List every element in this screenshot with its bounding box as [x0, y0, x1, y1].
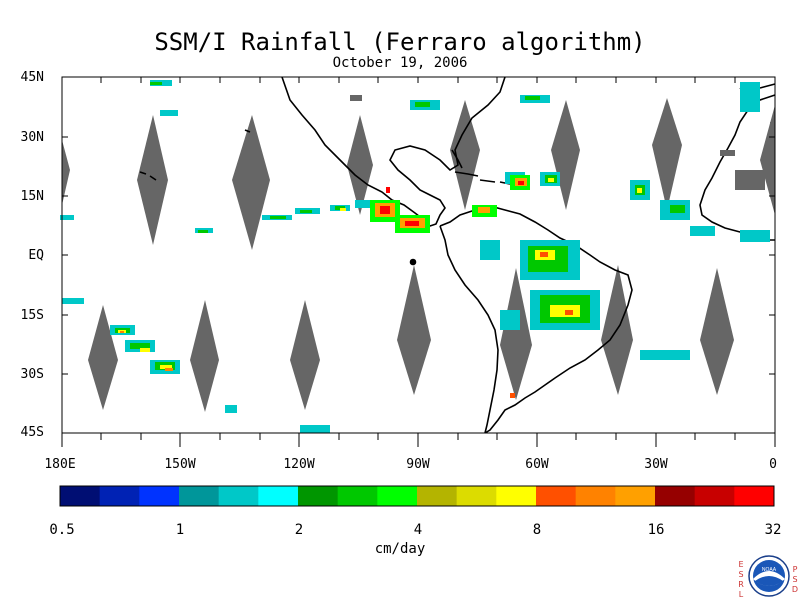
colorbar-swatch [337, 486, 378, 506]
colorbar-swatch [536, 486, 577, 506]
colorbar-swatch [655, 486, 696, 506]
chart-date: October 19, 2006 [332, 55, 468, 71]
data-gap-swaths [62, 98, 775, 412]
lat-label-45s: 45S [20, 425, 44, 440]
lat-label-30n: 30N [20, 130, 44, 145]
lon-label-180e: 180E [44, 457, 76, 472]
colorbar-units: cm/day [374, 541, 426, 557]
colorbar-swatch [99, 486, 140, 506]
colorbar-swatch [734, 486, 775, 506]
colorbar-label-8: 8 [532, 522, 542, 538]
colorbar-swatch [298, 486, 339, 506]
noaa-logo-text: NOAA [762, 567, 777, 573]
colorbar-swatch [496, 486, 537, 506]
coastlines [139, 76, 776, 434]
lon-label-150w: 150W [164, 457, 196, 472]
rain-cells [60, 80, 770, 433]
colorbar-swatch [694, 486, 735, 506]
colorbar-label-2: 2 [294, 522, 304, 538]
colorbar-swatch [60, 486, 101, 506]
colorbar-swatch [258, 486, 299, 506]
colorbar-swatch [456, 486, 497, 506]
colorbar-swatch [218, 486, 259, 506]
lat-label-30s: 30S [20, 367, 44, 382]
lon-label-90w: 90W [406, 457, 430, 472]
colorbar-frame [59, 485, 775, 507]
lat-label-45n: 45N [20, 70, 44, 85]
lat-label-15s: 15S [20, 308, 44, 323]
chart-title: SSM/I Rainfall (Ferraro algorithm) [154, 28, 646, 56]
colorbar-label-1: 1 [175, 522, 185, 538]
colorbar-swatch [139, 486, 180, 506]
colorbar-swatch [417, 486, 458, 506]
colorbar-swatch [377, 486, 418, 506]
lat-label-eq: EQ [28, 248, 44, 263]
colorbar-label-16: 16 [647, 522, 665, 538]
lon-label-120w: 120W [283, 457, 315, 472]
colorbar-label-0-5: 0.5 [49, 522, 75, 538]
colorbar [60, 486, 775, 506]
lat-label-15n: 15N [20, 189, 44, 204]
noaa-logo: NOAA [748, 555, 790, 597]
colorbar-swatch [179, 486, 220, 506]
colorbar-swatch [575, 486, 616, 506]
colorbar-label-32: 32 [764, 522, 782, 538]
colorbar-label-4: 4 [413, 522, 423, 538]
lon-label-60w: 60W [525, 457, 549, 472]
lon-label-0: 0 [769, 457, 777, 472]
colorbar-swatch [615, 486, 656, 506]
lon-label-30w: 30W [644, 457, 668, 472]
